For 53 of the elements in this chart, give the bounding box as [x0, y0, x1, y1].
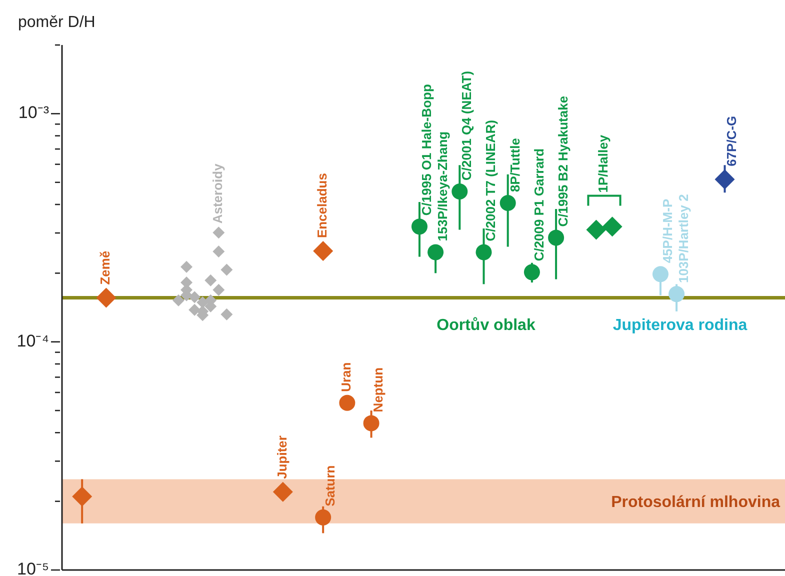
point [220, 308, 233, 320]
text: 1P/Halley [596, 134, 611, 193]
text: 103P/Hartley 2 [676, 194, 691, 284]
text: Enceladus [314, 173, 330, 238]
text: C/2002 T7 (LINEAR) [483, 120, 498, 242]
point [180, 260, 193, 273]
text: Uran [338, 362, 354, 392]
point [212, 226, 225, 239]
text: C/2001 Q4 (NEAT) [459, 70, 474, 180]
point [452, 183, 468, 200]
point [524, 264, 540, 280]
point [339, 394, 356, 411]
text: C/2009 P1 Garrard [531, 148, 546, 262]
text: 45P/H-M-P [660, 198, 675, 264]
point [668, 286, 685, 302]
text: C/1995 O1 Hale-Bopp [418, 84, 434, 216]
point [313, 241, 334, 262]
annotation: Jupiterova rodina [612, 317, 748, 334]
text: 153P/Ikeya-Zhang [434, 131, 450, 242]
text: Jupiter [274, 436, 290, 479]
point [220, 264, 233, 276]
y-tick-label: 10⁻⁴ [16, 331, 49, 350]
point [272, 482, 293, 502]
point [172, 294, 184, 306]
point [212, 245, 225, 258]
point [602, 216, 622, 237]
point [428, 244, 444, 260]
y-tick-label: 10⁻³ [18, 103, 50, 122]
text: Saturn [322, 465, 338, 506]
point [363, 415, 380, 432]
text: 8P/Tuttle [507, 138, 522, 192]
text: Neptun [370, 367, 386, 412]
point [212, 284, 225, 296]
point [714, 169, 735, 190]
point [188, 304, 201, 316]
text: Země [98, 250, 113, 285]
text: C/1995 B2 Hyakutake [555, 96, 570, 227]
point [96, 288, 116, 308]
point [500, 195, 516, 211]
text: Asteroidy [210, 162, 226, 224]
band-label: Protosolární mlhovina [611, 494, 780, 511]
point [586, 220, 606, 240]
point [652, 266, 668, 282]
y-axis-title: poměr D/H [18, 14, 96, 32]
point [72, 486, 92, 506]
point [411, 218, 428, 235]
point [204, 274, 217, 286]
point [548, 230, 564, 246]
point [476, 244, 492, 260]
point [315, 509, 332, 526]
annotation: Oortův oblak [436, 317, 536, 334]
y-tick-label: 10⁻⁵ [17, 559, 49, 576]
text: 67P/C-G [724, 116, 740, 166]
